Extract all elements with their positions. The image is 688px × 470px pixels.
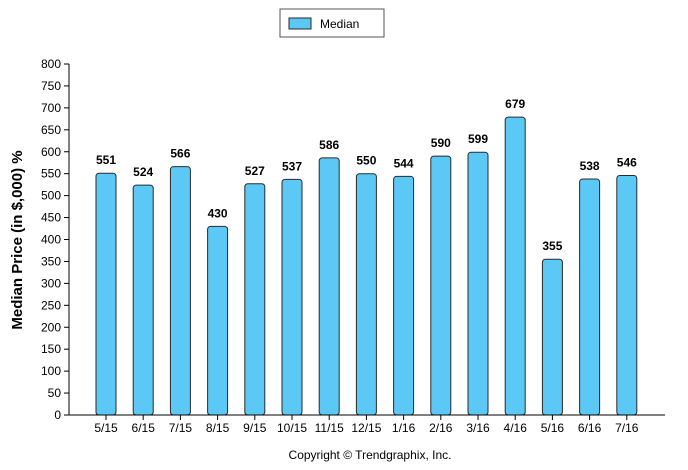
bar-value-label: 430 — [208, 206, 228, 220]
y-tick-label: 600 — [41, 145, 61, 159]
bar-6-15 — [132, 184, 154, 416]
bar-value-label: 550 — [356, 154, 376, 168]
copyright-text: Copyright © Trendgraphix, Inc. — [289, 448, 452, 462]
bar-value-label: 586 — [319, 138, 339, 152]
y-tick-label: 150 — [41, 342, 61, 356]
bar-2-16 — [430, 155, 452, 416]
bar-7-15 — [169, 166, 191, 416]
x-tick-label: 8/15 — [206, 421, 230, 435]
x-tick-label: 3/16 — [466, 421, 490, 435]
bar-7-16 — [616, 174, 638, 416]
bar-8-15 — [207, 225, 229, 416]
bar-5-15 — [95, 172, 117, 416]
y-tick-label: 200 — [41, 320, 61, 334]
y-tick-label: 300 — [41, 276, 61, 290]
legend-swatch — [288, 17, 312, 30]
y-tick-label: 500 — [41, 189, 61, 203]
y-tick-label: 400 — [41, 233, 61, 247]
bar-value-label: 524 — [133, 165, 153, 179]
bar-value-label: 566 — [170, 147, 190, 161]
bar-value-label: 537 — [282, 159, 302, 173]
bar-value-label: 544 — [394, 156, 414, 170]
bar-value-label: 599 — [468, 132, 488, 146]
bar-10-15 — [281, 178, 303, 416]
x-tick-label: 2/16 — [429, 421, 453, 435]
legend: Median — [279, 8, 385, 38]
bar-value-label: 355 — [542, 239, 562, 253]
y-tick-label: 0 — [54, 408, 61, 422]
y-tick-label: 450 — [41, 211, 61, 225]
x-tick-label: 10/15 — [277, 421, 307, 435]
bar-5-16 — [541, 258, 563, 416]
x-tick-label: 11/15 — [315, 421, 344, 435]
y-tick-label: 50 — [48, 386, 62, 400]
x-tick-label: 5/15 — [94, 421, 118, 435]
y-tick-label: 350 — [41, 254, 61, 268]
x-tick-label: 6/15 — [132, 421, 156, 435]
bar-12-15 — [355, 173, 377, 416]
x-tick-label: 12/15 — [351, 421, 381, 435]
y-tick-label: 800 — [41, 57, 61, 71]
x-tick-label: 5/16 — [541, 421, 565, 435]
bar-9-15 — [244, 183, 266, 416]
y-tick-label: 700 — [41, 101, 61, 115]
x-tick-label: 4/16 — [504, 421, 528, 435]
y-axis-ticks: 0 50 100 150 200 250 300 350 400 450 500 550 600 650 7… — [41, 57, 69, 422]
bar-value-label: 538 — [580, 159, 600, 173]
x-tick-label: 9/15 — [243, 421, 267, 435]
bar-value-label: 551 — [96, 153, 116, 167]
bar-value-label: 527 — [245, 164, 265, 178]
bar-value-label: 679 — [505, 97, 525, 111]
bar-1-16 — [393, 175, 415, 416]
y-tick-label: 100 — [41, 364, 61, 378]
x-tick-label: 7/16 — [615, 421, 639, 435]
x-tick-label: 6/16 — [578, 421, 602, 435]
y-tick-label: 550 — [41, 167, 61, 181]
bar-11-15 — [318, 157, 340, 416]
bar-4-16 — [504, 116, 526, 416]
bar-3-16 — [467, 151, 489, 416]
bar-6-16 — [579, 178, 601, 416]
x-tick-label: 7/15 — [169, 421, 193, 435]
legend-label: Median — [320, 17, 359, 31]
bar-value-label: 590 — [431, 136, 451, 150]
x-tick-label: 1/16 — [392, 421, 416, 435]
bar-value-label: 546 — [617, 155, 637, 169]
x-axis-ticks: 5/15 6/15 7/15 8/15 9/15 10/15 11/15 12/15 1/16 2… — [94, 415, 639, 435]
y-tick-label: 650 — [41, 123, 61, 137]
y-tick-label: 750 — [41, 79, 61, 93]
y-tick-label: 250 — [41, 298, 61, 312]
y-axis-label: Median Price (in $,000) % — [9, 150, 26, 329]
bars: 551 524 566 430 527 537 586 550 544 590 599 679 355 5… — [95, 97, 638, 416]
